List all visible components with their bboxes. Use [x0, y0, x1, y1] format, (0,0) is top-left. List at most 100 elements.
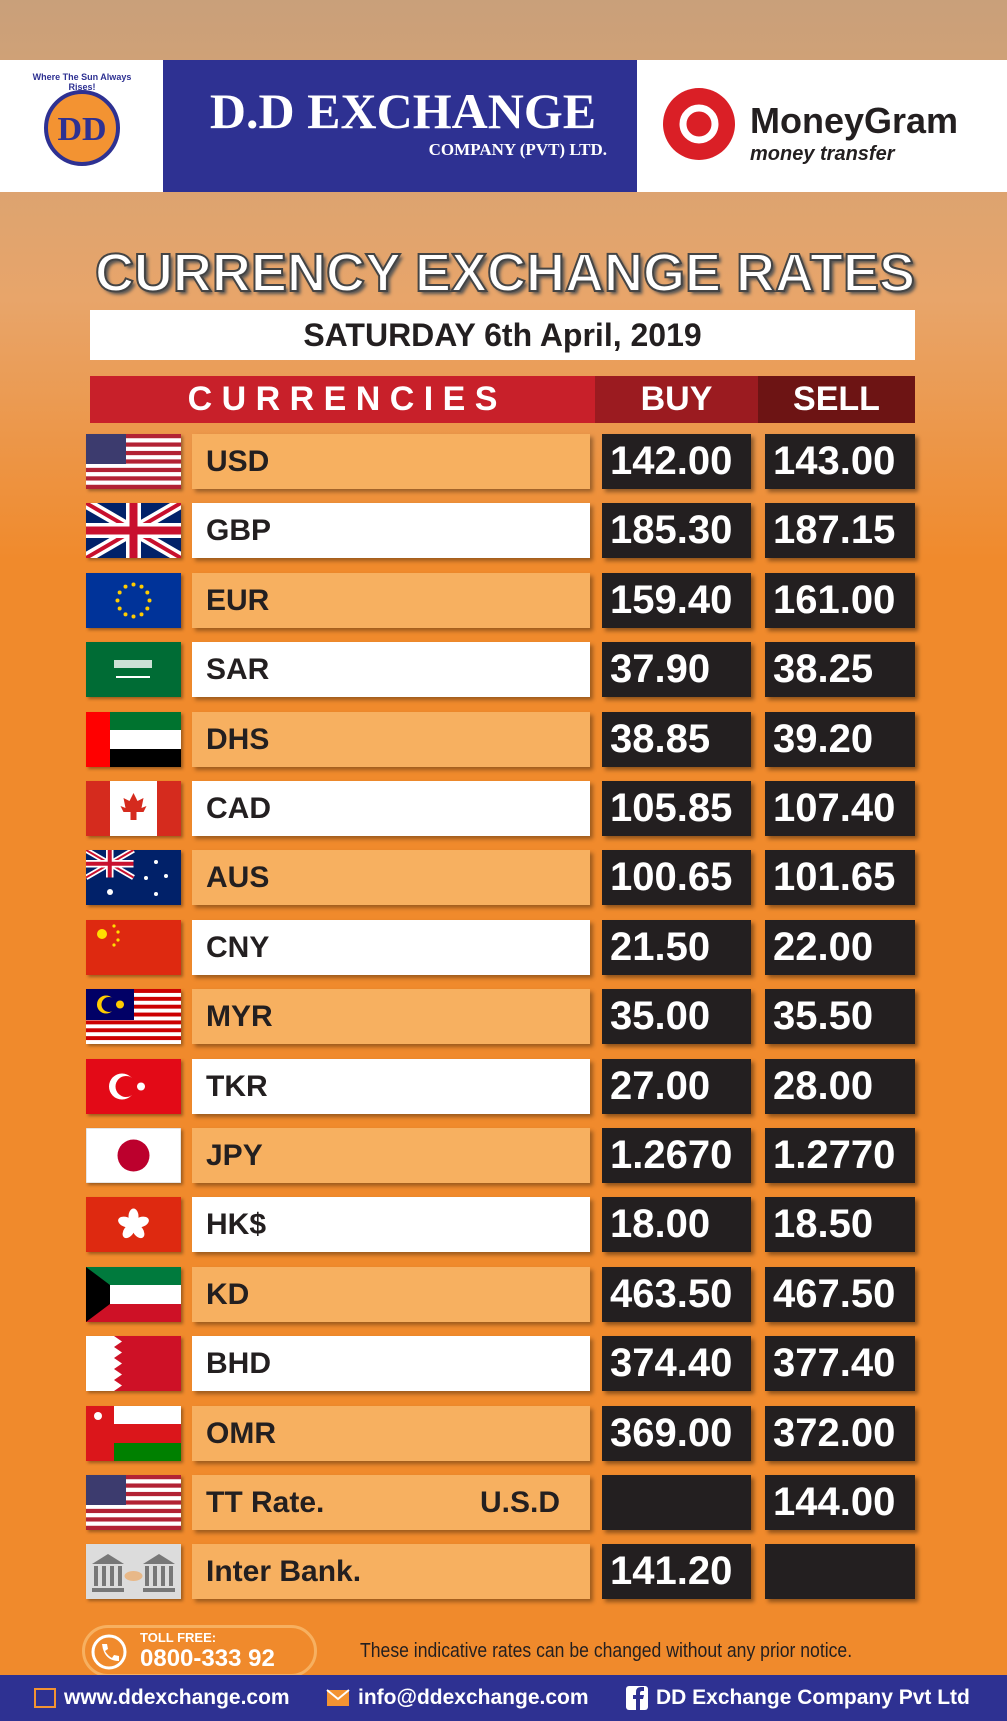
flag-graphic — [86, 434, 181, 490]
toll-free-label: TOLL FREE: — [140, 1630, 217, 1645]
buy-rate: 1.2670 — [602, 1128, 751, 1183]
website: www.ddexchange.com — [64, 1686, 290, 1709]
buy-rate: 463.50 — [602, 1266, 751, 1322]
header-sell: SELL — [758, 376, 915, 423]
partner-name: MoneyGram — [750, 100, 959, 141]
flag-graphic — [86, 919, 181, 975]
currency-name: SAR — [192, 642, 590, 698]
sell-rate — [765, 1544, 915, 1600]
flag — [86, 711, 181, 767]
currency-name: CNY — [192, 919, 590, 975]
buy-rate: 185.30 — [602, 503, 751, 559]
flag-graphic — [86, 1336, 181, 1392]
facebook-icon — [626, 1686, 648, 1710]
notice: These indicative rates can be changed wi… — [360, 1640, 853, 1662]
flag — [84, 848, 181, 906]
company-name: D.D EXCHANGE — [209, 83, 597, 139]
sell-rate: 39.20 — [765, 711, 915, 767]
page-title: CURRENCY EXCHANGE RATES — [94, 242, 916, 304]
flag — [86, 1475, 181, 1531]
currency-name: TKR — [192, 1058, 590, 1114]
logo-graphic: DD — [44, 90, 120, 166]
currency-name: OMR — [192, 1405, 590, 1461]
logo-motto: Where The Sun Always Rises! — [32, 72, 132, 92]
currency-name: KD — [192, 1266, 590, 1322]
currency-name: BHD — [192, 1336, 590, 1392]
currency-note: U.S.D — [480, 1486, 561, 1519]
flag-graphic — [86, 1266, 181, 1322]
flag-graphic — [86, 711, 181, 767]
buy-rate: 37.90 — [602, 642, 751, 698]
buy-rate: 35.00 — [602, 989, 751, 1045]
flag — [86, 1266, 181, 1322]
sell-rate: 18.50 — [765, 1197, 915, 1253]
flag-graphic — [86, 1197, 181, 1253]
facebook: DD Exchange Company Pvt Ltd — [656, 1686, 970, 1709]
buy-rate: 100.65 — [602, 850, 751, 906]
buy-rate: 142.00 — [602, 434, 751, 489]
sell-rate: 143.00 — [765, 434, 915, 489]
buy-rate: 105.85 — [602, 781, 751, 836]
sell-rate: 372.00 — [765, 1405, 915, 1461]
currency-name: Inter Bank. — [192, 1544, 590, 1600]
flag — [86, 1336, 181, 1392]
flag-graphic — [83, 498, 184, 564]
currency-name: DHS — [192, 711, 590, 767]
flag-graphic — [86, 1058, 181, 1114]
email: info@ddexchange.com — [358, 1686, 589, 1709]
mail-icon — [326, 1689, 350, 1706]
currency-name: JPY — [192, 1128, 590, 1183]
flag — [85, 1127, 182, 1184]
sell-rate: 107.40 — [765, 781, 915, 836]
company-box: D.D EXCHANGE COMPANY (PVT) LTD. — [163, 60, 637, 192]
sell-rate: 1.2770 — [765, 1128, 915, 1183]
flag — [83, 498, 184, 564]
buy-rate: 141.20 — [602, 1544, 751, 1600]
header-currencies: C U R R E N C I E S — [90, 376, 595, 423]
web-icon — [34, 1688, 56, 1708]
toll-free-badge: TOLL FREE: 0800-333 92 — [82, 1625, 317, 1677]
buy-rate: 369.00 — [602, 1405, 751, 1461]
phone-icon — [91, 1634, 127, 1670]
flag-graphic — [86, 642, 181, 698]
flag-graphic — [86, 1405, 181, 1461]
buy-rate: 21.50 — [602, 919, 751, 975]
buy-rate: 374.40 — [602, 1336, 751, 1392]
partner-sub: money transfer — [750, 143, 895, 165]
header-buy: BUY — [595, 376, 758, 423]
buy-rate: 18.00 — [602, 1197, 751, 1253]
moneygram-icon — [663, 88, 735, 160]
logo: DD Where The Sun Always Rises! — [22, 72, 142, 180]
sell-rate: 144.00 — [765, 1475, 915, 1530]
currency-name: AUS — [192, 850, 590, 906]
flag-graphic — [86, 1544, 181, 1600]
flag-graphic — [86, 572, 181, 628]
flag-graphic — [86, 989, 181, 1045]
flag — [86, 1197, 181, 1253]
sell-rate: 38.25 — [765, 642, 915, 698]
footer-bar: www.ddexchange.com info@ddexchange.com D… — [0, 1675, 1007, 1721]
sell-rate: 377.40 — [765, 1336, 915, 1392]
sell-rate: 22.00 — [765, 919, 915, 975]
flag-graphic — [86, 781, 181, 836]
sell-rate: 467.50 — [765, 1266, 915, 1322]
flag — [86, 1058, 181, 1114]
currency-name: TT Rate. — [192, 1475, 590, 1530]
flag — [86, 434, 181, 490]
currency-name: GBP — [192, 503, 590, 559]
sell-rate: 161.00 — [765, 572, 915, 628]
flag — [86, 989, 181, 1045]
flag — [86, 1544, 181, 1600]
buy-rate: 159.40 — [602, 572, 751, 628]
flag-graphic — [84, 848, 181, 906]
currency-name: MYR — [192, 989, 590, 1045]
buy-rate — [602, 1475, 751, 1530]
logo-letters: DD — [57, 111, 106, 148]
sell-rate: 101.65 — [765, 850, 915, 906]
flag — [86, 781, 181, 836]
buy-rate: 27.00 — [602, 1058, 751, 1114]
currency-name: USD — [192, 434, 590, 489]
flag — [86, 1405, 181, 1461]
flag — [86, 572, 181, 628]
